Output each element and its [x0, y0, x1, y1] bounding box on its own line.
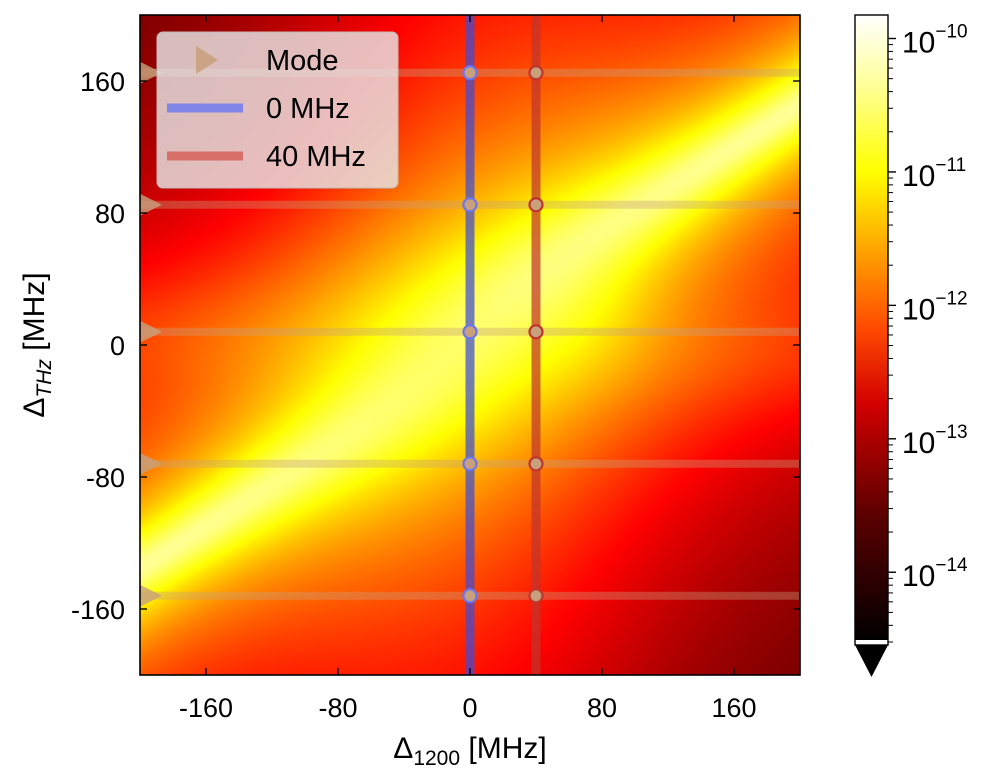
- y-tick-label: 160: [80, 67, 125, 97]
- cut-point-0-4: [462, 588, 478, 604]
- mode-marker-4: [140, 584, 162, 607]
- colorbar-gradient: [855, 15, 888, 642]
- cut-point-0-1: [462, 197, 478, 213]
- cut-point-0-0: [462, 65, 478, 81]
- cut-point-0-3: [462, 456, 478, 472]
- mode-marker-3: [140, 452, 162, 475]
- colorbar-ticks: 10−10 10−11 10−12 10−13 10−14: [888, 21, 968, 643]
- mode-marker-1: [140, 193, 162, 216]
- x-tick-label: -160: [179, 693, 233, 723]
- mode-marker-2: [140, 320, 162, 343]
- legend-box: [156, 31, 399, 189]
- colorbar-extend-triangle: [855, 645, 888, 677]
- cut-point-1-0: [528, 65, 544, 81]
- legend-label-mode: Mode: [266, 45, 339, 77]
- y-tick-label: -160: [71, 595, 125, 625]
- cut-point-1-4: [528, 588, 544, 604]
- colorbar: 10−10 10−11 10−12 10−13 10−14: [854, 14, 968, 677]
- cut-lines: [465, 15, 541, 675]
- y-tick-label: -80: [86, 463, 125, 493]
- colorbar-tick-label: 10−10: [902, 21, 968, 59]
- x-axis-label: Δ1200 [MHz]: [393, 732, 546, 770]
- y-tick-label: 0: [110, 331, 125, 361]
- x-axis-ticks: -160 -80 0 80 160: [179, 15, 757, 723]
- colorbar-tick-label: 10−11: [902, 155, 966, 193]
- mode-marker-0: [140, 61, 162, 84]
- legend: Mode 0 MHz 40 MHz: [156, 31, 399, 189]
- x-tick-label: 160: [711, 693, 756, 723]
- legend-label-40mhz: 40 MHz: [266, 141, 366, 173]
- y-axis-label: ΔTHz [MHz]: [18, 272, 56, 417]
- y-axis-ticks: -160 -80 0 80 160: [71, 67, 800, 625]
- colorbar-frame: [854, 14, 889, 646]
- colorbar-tick-label: 10−13: [902, 422, 968, 460]
- colorbar-tick-label: 10−14: [902, 555, 968, 593]
- mode-points: [462, 65, 544, 604]
- cut-point-1-2: [528, 324, 544, 340]
- colorbar-tick-label: 10−12: [902, 288, 968, 326]
- cut-point-0-2: [462, 324, 478, 340]
- y-tick-label: 80: [95, 199, 125, 229]
- cut-point-1-1: [528, 197, 544, 213]
- x-tick-label: -80: [318, 693, 357, 723]
- mode-markers: [140, 61, 162, 607]
- x-tick-label: 0: [462, 693, 477, 723]
- legend-mode-marker: [196, 46, 218, 74]
- cut-point-1-3: [528, 456, 544, 472]
- x-tick-label: 80: [587, 693, 617, 723]
- legend-label-0mhz: 0 MHz: [266, 93, 350, 125]
